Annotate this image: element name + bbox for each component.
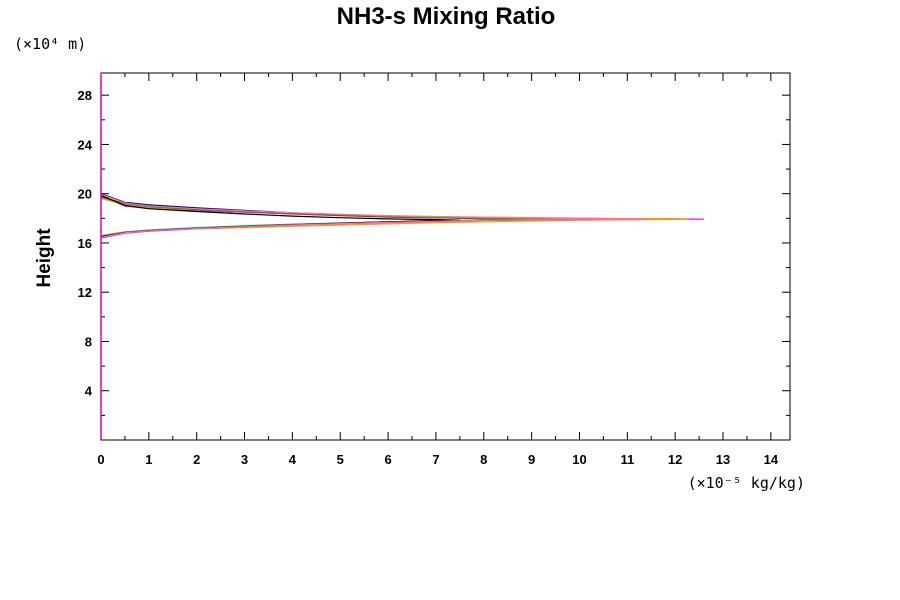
y-tick-label: 16 xyxy=(78,236,92,251)
x-tick-label: 9 xyxy=(528,452,535,467)
y-tick-label: 8 xyxy=(85,334,92,349)
y-tick-label: 12 xyxy=(78,285,92,300)
x-tick-label: 14 xyxy=(764,452,779,467)
chart-title: NH3-s Mixing Ratio xyxy=(337,3,556,30)
y-tick-label: 20 xyxy=(78,187,92,202)
series-line-2 xyxy=(100,195,580,238)
y-axis-label: Height xyxy=(34,228,55,288)
x-tick-label: 6 xyxy=(384,452,391,467)
x-tick-label: 4 xyxy=(289,452,297,467)
x-tick-label: 3 xyxy=(241,452,248,467)
series-layer xyxy=(100,193,704,239)
x-tick-label: 2 xyxy=(193,452,200,467)
y-axis-unit: (×10⁴ m) xyxy=(14,35,86,53)
x-tick-label: 0 xyxy=(97,452,104,467)
x-tick-label: 11 xyxy=(620,452,634,467)
y-tick-label: 4 xyxy=(85,384,93,399)
x-tick-label: 12 xyxy=(668,452,682,467)
x-tick-label: 5 xyxy=(337,452,344,467)
x-tick-label: 13 xyxy=(716,452,730,467)
x-tick-label: 10 xyxy=(572,452,586,467)
y-tick-label: 24 xyxy=(78,137,93,152)
plot-frame xyxy=(100,72,791,441)
x-tick-label: 1 xyxy=(145,452,152,467)
y-tick-label: 28 xyxy=(78,88,92,103)
series-line-8 xyxy=(100,193,647,238)
x-axis-unit: (×10⁻⁵ kg/kg) xyxy=(688,474,805,492)
x-tick-label: 8 xyxy=(480,452,487,467)
x-tick-label: 7 xyxy=(432,452,439,467)
